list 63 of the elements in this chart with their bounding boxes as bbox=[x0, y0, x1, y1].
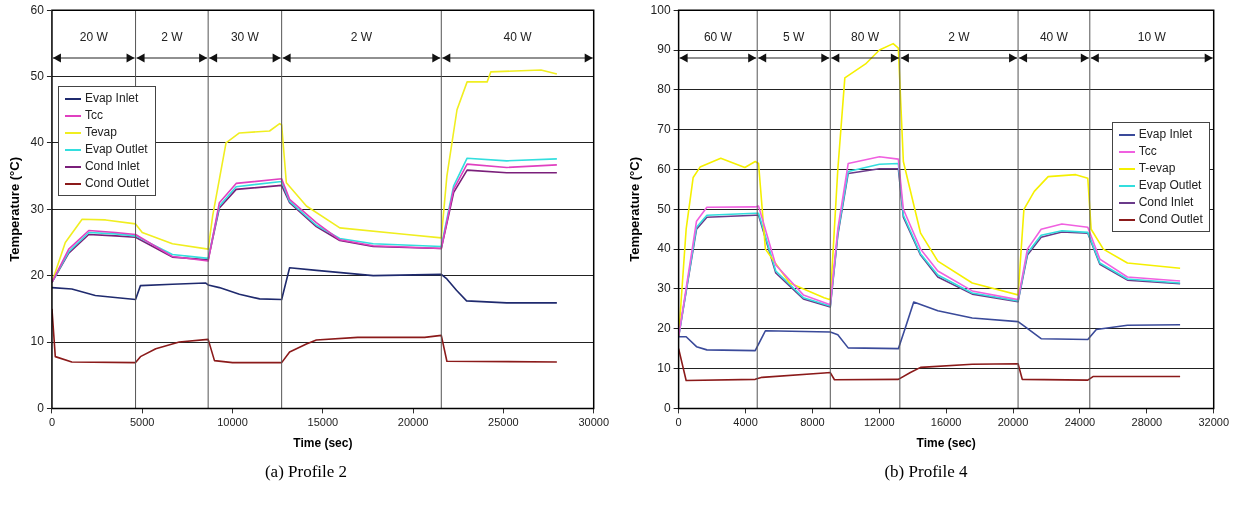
y-tick-label: 100 bbox=[650, 2, 671, 17]
x-tick-label: 4000 bbox=[733, 416, 758, 429]
y-tick-label: 0 bbox=[37, 400, 45, 415]
x-axis-title: Time (sec) bbox=[916, 436, 976, 451]
y-tick-label: 50 bbox=[657, 201, 671, 216]
x-tick-label: 0 bbox=[675, 416, 682, 429]
x-tick-label: 30000 bbox=[578, 416, 609, 429]
y-tick-label: 40 bbox=[30, 135, 45, 150]
y-tick-label: 10 bbox=[657, 360, 671, 375]
y-tick-label: 20 bbox=[657, 321, 671, 336]
x-tick-label: 12000 bbox=[863, 416, 895, 429]
legend-label: Cond Inlet bbox=[84, 158, 140, 173]
annotation: 60 W bbox=[703, 30, 733, 45]
legend-label: Tcc bbox=[1138, 143, 1157, 158]
legend-label: Evap Inlet bbox=[84, 90, 139, 105]
y-tick-label: 0 bbox=[663, 400, 671, 415]
x-tick-label: 20000 bbox=[997, 416, 1029, 429]
x-tick-label: 24000 bbox=[1064, 416, 1096, 429]
y-axis-title: Temperature (°C) bbox=[627, 156, 643, 262]
x-tick-label: 16000 bbox=[930, 416, 962, 429]
y-tick-label: 40 bbox=[657, 241, 671, 256]
x-tick-label: 25000 bbox=[488, 416, 519, 429]
y-axis-title: Temperature (°C) bbox=[7, 156, 23, 262]
annotation: 2 W bbox=[161, 30, 184, 45]
y-tick-label: 80 bbox=[657, 82, 671, 97]
x-tick-label: 15000 bbox=[307, 416, 339, 429]
text: (b) Profile 4 bbox=[883, 462, 969, 482]
legend-label: Tcc bbox=[84, 107, 103, 122]
legend-label: Evap Inlet bbox=[1138, 126, 1193, 141]
x-tick-label: 20000 bbox=[397, 416, 429, 429]
x-tick-label: 0 bbox=[48, 416, 56, 429]
legend-label: T-evap bbox=[1138, 160, 1176, 175]
y-tick-label: 20 bbox=[30, 267, 45, 282]
text: (a) Profile 2 bbox=[263, 462, 349, 482]
legend-label: Evap Outlet bbox=[1138, 177, 1202, 192]
y-tick-label: 90 bbox=[657, 42, 671, 57]
y-tick-label: 30 bbox=[657, 281, 671, 296]
annotation: 30 W bbox=[230, 30, 260, 45]
x-tick-label: 28000 bbox=[1131, 416, 1163, 429]
annotation: 2 W bbox=[350, 30, 373, 45]
x-axis-title: Time (sec) bbox=[293, 436, 353, 451]
x-tick-label: 8000 bbox=[800, 416, 825, 429]
annotation: 20 W bbox=[79, 30, 109, 45]
y-tick-label: 50 bbox=[30, 68, 45, 83]
legend-label: Cond Outlet bbox=[1138, 211, 1203, 226]
annotation: 5 W bbox=[783, 30, 806, 45]
y-tick-label: 60 bbox=[657, 161, 671, 176]
annotation: 10 W bbox=[1137, 30, 1167, 45]
legend-label: Tevap bbox=[84, 124, 117, 139]
legend-label: Cond Inlet bbox=[1138, 194, 1194, 209]
annotation: 40 W bbox=[1039, 30, 1069, 45]
y-tick-label: 60 bbox=[30, 2, 45, 17]
x-tick-label: 5000 bbox=[130, 416, 155, 429]
annotation: 80 W bbox=[851, 30, 880, 45]
legend-label: Evap Outlet bbox=[84, 141, 148, 156]
annotation: 2 W bbox=[948, 30, 971, 45]
x-tick-label: 32000 bbox=[1198, 416, 1229, 429]
annotation: 40 W bbox=[503, 30, 533, 45]
y-tick-label: 70 bbox=[657, 121, 671, 136]
legend-label: Cond Outlet bbox=[84, 175, 149, 190]
y-tick-label: 10 bbox=[30, 334, 45, 349]
x-tick-label: 10000 bbox=[217, 416, 248, 429]
y-tick-label: 30 bbox=[30, 201, 45, 216]
